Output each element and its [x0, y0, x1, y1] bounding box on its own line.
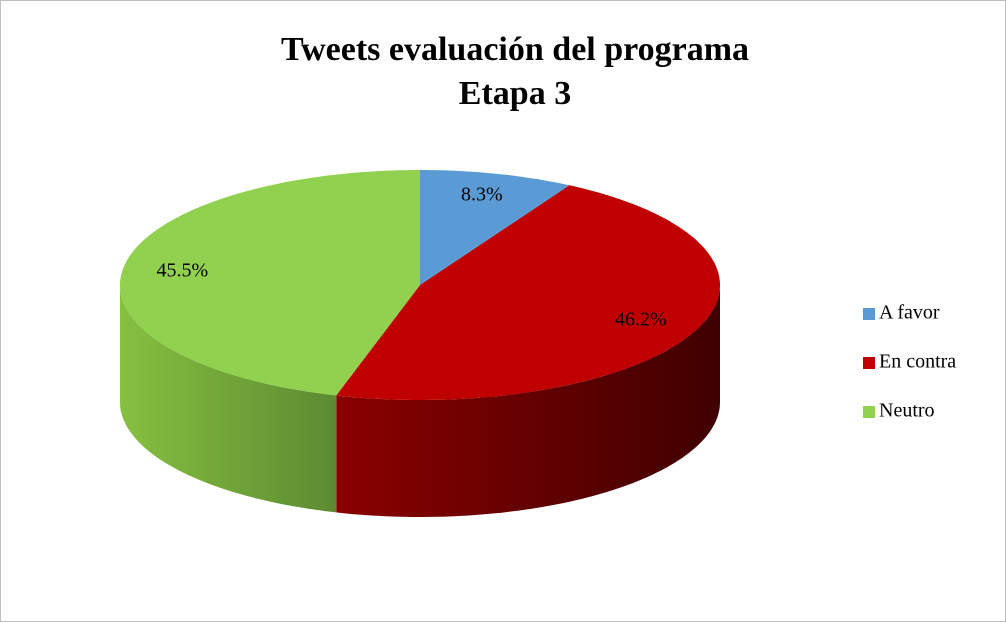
pie-slice-side: [336, 285, 720, 517]
legend-swatch: [863, 357, 875, 369]
pie-slice: [420, 170, 570, 285]
data-label: 8.3%: [461, 184, 503, 206]
legend-swatch: [863, 406, 875, 418]
data-label: 46.2%: [615, 309, 667, 331]
pie-slice-side: [120, 285, 337, 513]
legend-label: En contra: [879, 351, 956, 373]
pie-slice: [120, 170, 420, 396]
data-label: 45.5%: [157, 260, 209, 282]
chart-title: Tweets evaluación del programa: [281, 31, 749, 68]
legend-swatch: [863, 308, 875, 320]
legend-label: A favor: [879, 302, 940, 324]
chart-title: Etapa 3: [459, 75, 571, 112]
legend-label: Neutro: [879, 400, 935, 422]
pie-slice: [336, 185, 720, 400]
